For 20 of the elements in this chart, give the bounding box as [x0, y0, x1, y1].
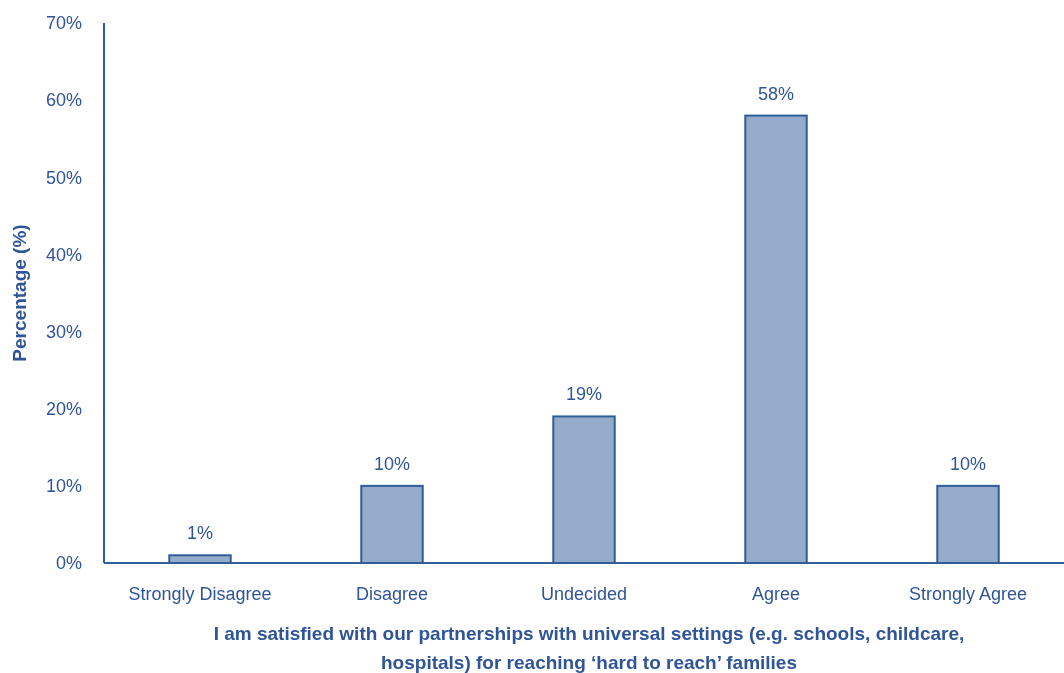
x-tick-label: Agree — [751, 584, 801, 604]
data-label: 10% — [949, 453, 987, 474]
y-tick-label: 30% — [45, 321, 82, 342]
y-axis-title: Percentage (%) — [9, 224, 30, 362]
y-tick-label: 20% — [45, 399, 82, 420]
y-tick-label: 50% — [45, 167, 82, 188]
y-tick-label: 0% — [55, 553, 82, 574]
y-tick-label: 60% — [45, 90, 82, 111]
x-tick-label: Disagree — [355, 584, 429, 604]
x-tick-label: Strongly Agree — [908, 584, 1028, 604]
y-tick-label: 40% — [45, 244, 82, 265]
data-label: 58% — [757, 83, 795, 104]
x-axis-title: I am satisfied with our partnerships with universal settings (e.g. schools, childcare, hospitals) for reaching ‘hard to reach’ families — [213, 623, 965, 673]
y-tick-label: 10% — [45, 476, 82, 497]
data-label: 10% — [373, 453, 411, 474]
data-label: 19% — [565, 384, 603, 405]
x-tick-label: Undecided — [540, 584, 628, 604]
data-label: 1% — [186, 523, 214, 544]
x-tick-label: Strongly Disagree — [128, 584, 272, 604]
y-tick-label: 70% — [45, 13, 82, 34]
